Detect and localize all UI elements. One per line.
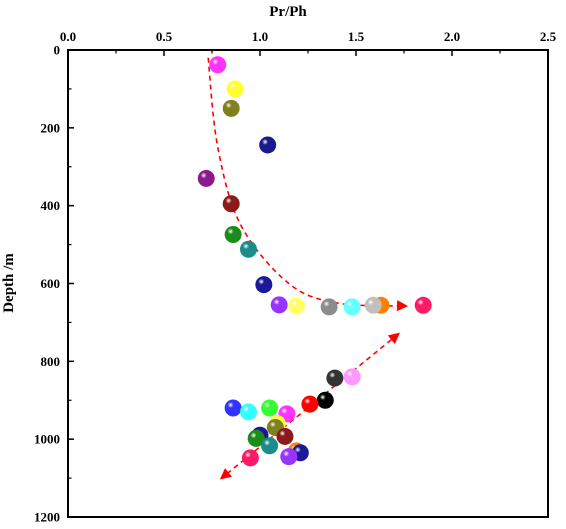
data-point (224, 225, 242, 243)
data-point (247, 429, 265, 447)
axis-ticks: 0.0 0.5 1.0 1.5 2.0 2.5 0 200 400 600 800 1000 1200 (34, 29, 557, 525)
x-tick-label: 0.0 (60, 29, 76, 44)
data-point (364, 296, 382, 314)
y-tick-label: 600 (41, 276, 61, 291)
data-point (276, 427, 294, 445)
y-tick-label: 200 (41, 120, 61, 135)
y-tick-label: 0 (54, 43, 61, 58)
y-axis-title: Depth /m (1, 253, 17, 313)
data-point (287, 297, 305, 315)
x-tick-label: 1.0 (252, 29, 268, 44)
data-point (255, 276, 273, 294)
data-point (301, 395, 319, 413)
data-points (197, 56, 432, 467)
data-point (239, 403, 257, 421)
y-tick-label: 1200 (34, 510, 60, 525)
data-point (209, 56, 227, 74)
data-point (343, 368, 361, 386)
data-point (241, 449, 259, 467)
data-point (226, 80, 244, 98)
data-point (259, 136, 277, 154)
data-point (316, 391, 334, 409)
trend-line (207, 57, 409, 312)
y-tick-label: 1000 (34, 432, 60, 447)
data-point (261, 437, 279, 455)
data-point (224, 399, 242, 417)
data-point (326, 369, 344, 387)
data-point (270, 296, 288, 314)
data-point (222, 99, 240, 117)
x-tick-label: 2.5 (540, 29, 557, 44)
data-point (320, 298, 338, 316)
plot-frame (67, 49, 549, 518)
data-point (343, 298, 361, 316)
y-tick-label: 400 (41, 198, 61, 213)
data-point (222, 195, 240, 213)
x-axis-title: Pr/Ph (269, 4, 307, 20)
x-tick-label: 1.5 (348, 29, 365, 44)
x-tick-label: 0.5 (156, 29, 173, 44)
data-point (239, 240, 257, 258)
data-point (197, 169, 215, 187)
data-point (261, 399, 279, 417)
x-tick-label: 2.0 (444, 29, 460, 44)
data-point (414, 296, 432, 314)
data-point (280, 448, 298, 466)
y-tick-label: 800 (41, 354, 61, 369)
